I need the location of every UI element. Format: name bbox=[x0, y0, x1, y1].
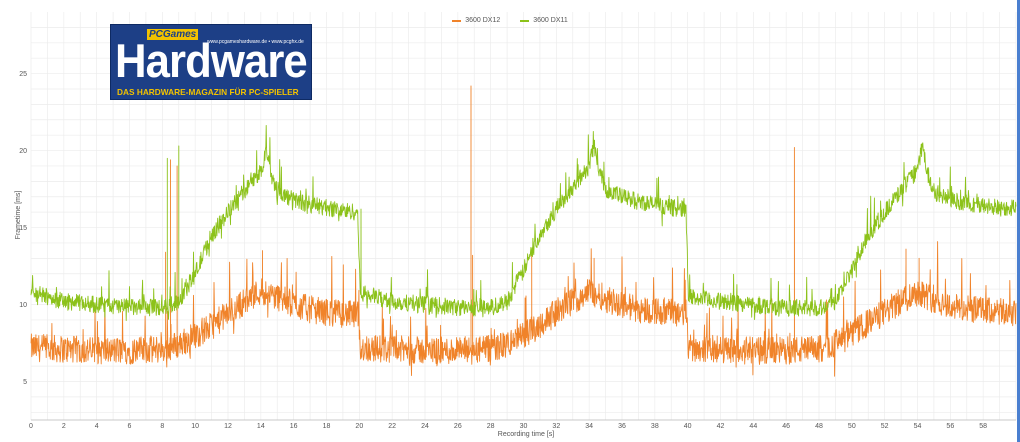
x-tick-label: 22 bbox=[388, 423, 396, 430]
legend-swatch-dx12 bbox=[452, 19, 462, 22]
x-tick-label: 4 bbox=[95, 423, 99, 430]
series-line-dx11 bbox=[30, 125, 1017, 321]
x-tick-label: 12 bbox=[224, 423, 232, 430]
y-axis-label: Frametime [ms] bbox=[15, 191, 22, 240]
logo-tagline: DAS HARDWARE-MAGAZIN FÜR PC-SPIELER bbox=[117, 87, 299, 97]
x-tick-label: 6 bbox=[128, 423, 132, 430]
x-tick-label: 18 bbox=[323, 423, 331, 430]
x-tick-label: 54 bbox=[914, 423, 922, 430]
x-tick-label: 10 bbox=[191, 423, 199, 430]
y-tick-label: 25 bbox=[19, 71, 27, 78]
chart-legend: 3600 DX12 3600 DX11 bbox=[0, 17, 1020, 24]
y-tick-label: 10 bbox=[19, 302, 27, 309]
x-tick-label: 44 bbox=[749, 423, 757, 430]
legend-swatch-dx11 bbox=[520, 19, 530, 22]
pcgh-logo: PCGames www.pcgameshardware.de • www.pcg… bbox=[110, 24, 312, 100]
x-tick-label: 26 bbox=[454, 423, 462, 430]
legend-item-dx11[interactable]: 3600 DX11 bbox=[520, 17, 568, 24]
x-tick-label: 56 bbox=[946, 423, 954, 430]
x-tick-label: 58 bbox=[979, 423, 987, 430]
x-tick-label: 28 bbox=[487, 423, 495, 430]
x-tick-label: 14 bbox=[257, 423, 265, 430]
x-tick-label: 52 bbox=[881, 423, 889, 430]
legend-label-dx12: 3600 DX12 bbox=[465, 17, 501, 24]
x-tick-label: 46 bbox=[782, 423, 790, 430]
x-tick-label: 16 bbox=[290, 423, 298, 430]
x-tick-label: 20 bbox=[355, 423, 363, 430]
logo-wordmark: Hardware bbox=[115, 34, 308, 87]
series-line-dx12 bbox=[30, 85, 1017, 377]
y-tick-label: 20 bbox=[19, 148, 27, 155]
y-tick-label: 15 bbox=[19, 225, 27, 232]
axis-layer: 0 2 4 6 8 10 12 14 16 18 20 22 24 26 28 30 32 34 36 38 40 42 4… bbox=[19, 71, 1016, 430]
series-layer bbox=[30, 85, 1017, 377]
legend-item-dx12[interactable]: 3600 DX12 bbox=[452, 17, 500, 24]
x-tick-label: 38 bbox=[651, 423, 659, 430]
x-tick-label: 24 bbox=[421, 423, 429, 430]
logo-badge: PCGames bbox=[147, 29, 199, 40]
x-tick-label: 42 bbox=[717, 423, 725, 430]
legend-label-dx11: 3600 DX11 bbox=[533, 17, 568, 24]
x-tick-label: 48 bbox=[815, 423, 823, 430]
x-tick-label: 8 bbox=[160, 423, 164, 430]
x-tick-label: 32 bbox=[552, 423, 560, 430]
x-tick-label: 30 bbox=[520, 423, 528, 430]
x-tick-label: 2 bbox=[62, 423, 66, 430]
window-edge bbox=[1017, 0, 1020, 442]
x-tick-label: 34 bbox=[585, 423, 593, 430]
x-tick-label: 40 bbox=[684, 423, 692, 430]
x-tick-label: 36 bbox=[618, 423, 626, 430]
x-tick-label: 50 bbox=[848, 423, 856, 430]
y-tick-label: 5 bbox=[23, 379, 27, 386]
x-tick-label: 0 bbox=[29, 423, 33, 430]
logo-url: www.pcgameshardware.de • www.pcghx.de bbox=[207, 39, 304, 45]
x-axis-label: Recording time [s] bbox=[498, 431, 554, 438]
